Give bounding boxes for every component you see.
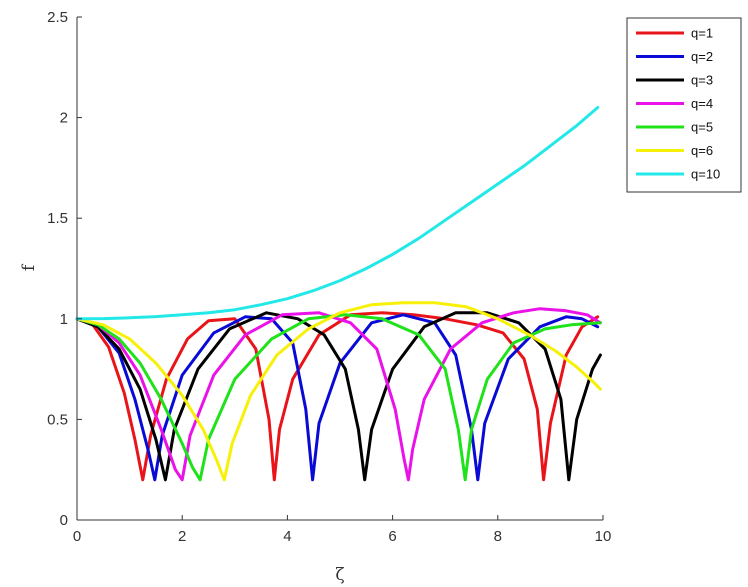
y-tick-label: 2.5 bbox=[47, 9, 68, 26]
y-tick-label: 0 bbox=[60, 512, 68, 529]
legend: q=1 q=2 q=3 q=4 q=5 q=6 q=10 bbox=[626, 17, 742, 193]
legend-label: q=1 bbox=[691, 26, 713, 41]
y-tick-label: 1 bbox=[60, 311, 68, 328]
x-tick-label: 6 bbox=[388, 528, 396, 545]
x-tick-label: 8 bbox=[494, 528, 502, 545]
legend-label: q=3 bbox=[691, 73, 713, 88]
legend-label: q=2 bbox=[691, 49, 713, 64]
series-line-q-6 bbox=[75, 301, 602, 482]
y-ticks: 0 0.5 1 1.5 2 2.5 bbox=[47, 9, 82, 529]
y-tick-label: 0.5 bbox=[47, 411, 68, 428]
x-axis-label: ζ bbox=[335, 565, 344, 585]
x-tick-label: 4 bbox=[283, 528, 291, 545]
series-layer bbox=[75, 106, 602, 482]
series-line-q-4 bbox=[75, 307, 602, 482]
y-axis-label: f bbox=[19, 263, 39, 271]
y-tick-label: 2 bbox=[60, 110, 68, 127]
series-line-q-3 bbox=[75, 311, 602, 482]
legend-label: q=10 bbox=[691, 167, 720, 182]
x-tick-label: 0 bbox=[73, 528, 81, 545]
x-tick-label: 2 bbox=[178, 528, 186, 545]
legend-label: q=4 bbox=[691, 96, 713, 111]
series-line-q-1 bbox=[75, 311, 600, 482]
series-line-q-5 bbox=[75, 313, 602, 482]
series-line-q-10 bbox=[75, 106, 600, 321]
legend-label: q=5 bbox=[691, 120, 713, 135]
y-tick-label: 1.5 bbox=[47, 210, 68, 227]
series-line-q-2 bbox=[75, 313, 600, 482]
x-tick-label: 10 bbox=[595, 528, 612, 545]
legend-label: q=6 bbox=[691, 143, 713, 158]
x-ticks: 0 2 4 6 8 10 bbox=[73, 515, 612, 545]
